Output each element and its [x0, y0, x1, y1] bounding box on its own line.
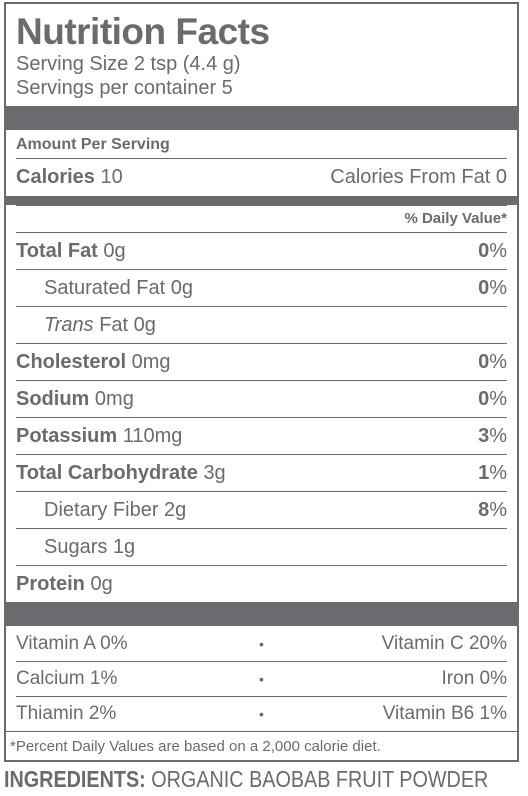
percent-sign: %	[489, 239, 507, 262]
nutrient-name-rest: Fat	[99, 313, 129, 336]
calories-label: Calories	[16, 166, 95, 188]
ingredients-line: INGREDIENTS: ORGANIC BAOBAB FRUIT POWDER	[4, 766, 488, 793]
nutrient-dv: 3	[478, 424, 490, 447]
vitamin-left: Thiamin 2%	[16, 703, 117, 724]
nutrient-name: Sodium	[16, 387, 90, 410]
bullet-separator: •	[259, 671, 264, 687]
nutrient-dv: 8	[478, 498, 490, 521]
percent-sign: %	[489, 350, 507, 373]
vitamin-right: Iron 0%	[441, 668, 507, 689]
nutrient-dv: 0	[478, 387, 490, 410]
nutrient-name: Sugars	[44, 535, 108, 558]
nutrient-amount: 0g	[133, 313, 156, 336]
nutrient-row-total-carbohydrate: Total Carbohydrate 3g 1%	[16, 454, 507, 491]
nutrient-amount: 1g	[112, 535, 136, 558]
ingredients-label: INGREDIENTS:	[4, 766, 146, 792]
calories-from-fat-value: 0	[495, 166, 507, 188]
nutrient-row-trans-fat: Trans Fat 0g	[16, 306, 507, 343]
vitamin-right: Vitamin C 20%	[381, 632, 507, 654]
nutrient-amount: 0mg	[131, 350, 171, 373]
nutrient-row-sugars: Sugars 1g	[16, 528, 507, 565]
nutrition-facts-panel: Nutrition Facts Serving Size 2 tsp (4.4 …	[4, 2, 519, 762]
calories-from-fat-label: Calories From Fat	[330, 166, 491, 188]
nutrient-dv: 0	[478, 239, 490, 262]
calories-value: Calories 10	[16, 166, 123, 189]
vitamin-left: Calcium 1%	[16, 668, 118, 689]
thick-divider	[6, 602, 517, 626]
percent-sign: %	[489, 461, 507, 484]
nutrient-amount: 110mg	[122, 424, 183, 447]
percent-sign: %	[489, 387, 507, 410]
vitamin-row: Thiamin 2% • Vitamin B6 1%	[16, 696, 507, 731]
nutrient-amount: 3g	[203, 461, 226, 484]
calories-number: 10	[100, 166, 123, 188]
nutrient-row-dietary-fiber: Dietary Fiber 2g 8%	[16, 491, 507, 528]
nutrient-row-protein: Protein 0g	[16, 565, 507, 602]
nutrient-amount: 0mg	[94, 387, 134, 410]
percent-sign: %	[489, 424, 507, 447]
nutrient-row-total-fat: Total Fat 0g 0%	[16, 232, 507, 269]
thick-divider	[6, 106, 517, 130]
nutrient-name: Total Fat	[16, 239, 98, 262]
daily-value-header: % Daily Value*	[16, 205, 507, 232]
vitamin-right: Vitamin B6 1%	[382, 703, 507, 724]
servings-per-container: Servings per container 5	[16, 77, 233, 99]
nutrient-name: Protein	[16, 572, 85, 595]
nutrient-name: Saturated Fat	[44, 276, 166, 299]
nutrient-dv: 0	[478, 350, 490, 373]
medium-divider	[6, 196, 517, 205]
calories-row: Calories 10 Calories From Fat 0	[16, 159, 507, 196]
nutrient-row-cholesterol: Cholesterol 0mg 0%	[16, 343, 507, 380]
nutrient-name: Total Carbohydrate	[16, 461, 198, 484]
nutrient-amount: 0g	[103, 239, 126, 262]
calories-from-fat: Calories From Fat 0	[330, 166, 507, 189]
vitamin-row: Vitamin A 0% • Vitamin C 20%	[16, 626, 507, 661]
nutrient-name: Cholesterol	[16, 350, 127, 373]
ingredients-text: ORGANIC BAOBAB FRUIT POWDER	[151, 766, 489, 792]
serving-size: Serving Size 2 tsp (4.4 g)	[16, 53, 241, 75]
nutrient-amount: 0g	[90, 572, 113, 595]
nutrient-row-saturated-fat: Saturated Fat 0g 0%	[16, 269, 507, 306]
amount-per-serving: Amount Per Serving	[16, 130, 507, 159]
nutrient-amount: 2g	[164, 498, 187, 521]
panel-title: Nutrition Facts	[16, 11, 270, 52]
bullet-separator: •	[259, 635, 264, 652]
nutrient-row-potassium: Potassium 110mg 3%	[16, 417, 507, 454]
nutrient-dv: 1	[478, 461, 490, 484]
nutrient-dv: 0	[478, 276, 490, 299]
footnote: *Percent Daily Values are based on a 2,0…	[6, 731, 517, 762]
vitamin-left: Vitamin A 0%	[16, 632, 128, 654]
nutrient-amount: 0g	[170, 276, 193, 299]
bullet-separator: •	[259, 706, 264, 722]
nutrient-name: Trans	[44, 313, 94, 336]
nutrient-name: Dietary Fiber	[44, 498, 159, 521]
nutrient-row-sodium: Sodium 0mg 0%	[16, 380, 507, 417]
percent-sign: %	[489, 498, 507, 521]
nutrient-name: Potassium	[16, 424, 118, 447]
percent-sign: %	[489, 276, 507, 299]
vitamin-row: Calcium 1% • Iron 0%	[16, 661, 507, 696]
